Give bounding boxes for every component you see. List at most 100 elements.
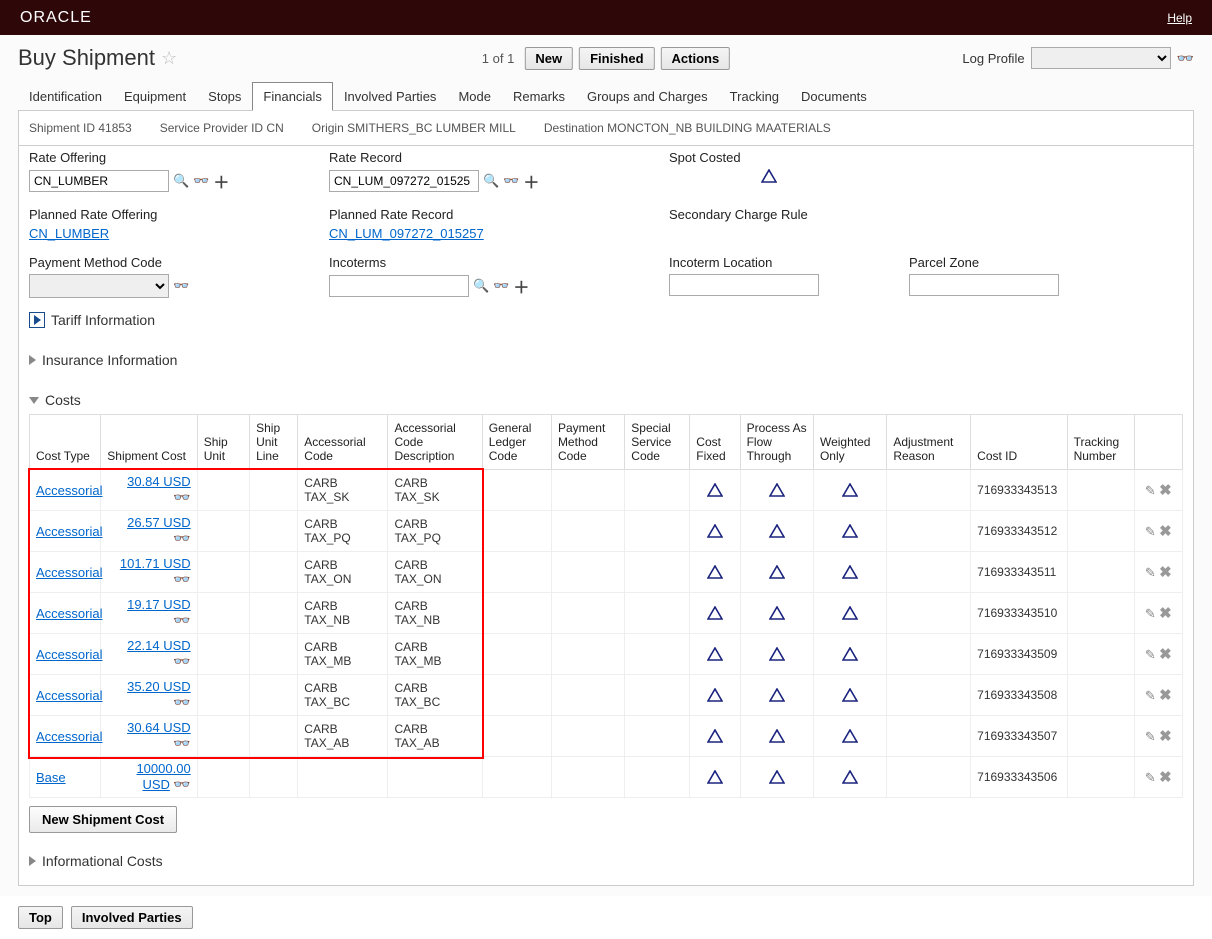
edit-icon[interactable]: ✎: [1145, 770, 1156, 785]
planned-rate-record-link[interactable]: CN_LUM_097272_015257: [329, 226, 629, 241]
weighted-only-cell: [813, 634, 886, 675]
col-header: General Ledger Code: [482, 415, 551, 470]
tab-identification[interactable]: Identification: [18, 82, 113, 111]
search-icon[interactable]: 🔍: [173, 173, 189, 189]
planned-rate-offering-link[interactable]: CN_LUMBER: [29, 226, 289, 241]
view-icon[interactable]: 👓: [173, 776, 190, 792]
shipment-cost-link[interactable]: 19.17 USD: [127, 597, 191, 612]
add-icon[interactable]: ＋: [513, 274, 529, 298]
brand-logo: ORACLE: [20, 9, 92, 27]
delete-icon[interactable]: ✖: [1159, 482, 1172, 499]
view-icon[interactable]: 👓: [493, 278, 509, 294]
special-service-cell: [625, 511, 690, 552]
shipment-cost-cell: 35.20 USD 👓: [101, 675, 197, 716]
search-icon[interactable]: 🔍: [483, 173, 499, 189]
top-button[interactable]: Top: [18, 906, 63, 929]
tracking-number-cell: [1067, 470, 1134, 511]
delete-icon[interactable]: ✖: [1159, 769, 1172, 786]
col-actions: [1134, 415, 1182, 470]
delete-icon[interactable]: ✖: [1159, 646, 1172, 663]
page-counter: 1 of 1: [482, 51, 515, 66]
delete-icon[interactable]: ✖: [1159, 605, 1172, 622]
delete-icon[interactable]: ✖: [1159, 523, 1172, 540]
edit-icon[interactable]: ✎: [1145, 688, 1156, 703]
shipment-cost-link[interactable]: 26.57 USD: [127, 515, 191, 530]
cost-type-link[interactable]: Accessorial: [36, 688, 102, 703]
edit-icon[interactable]: ✎: [1145, 565, 1156, 580]
shipment-cost-link[interactable]: 101.71 USD: [120, 556, 191, 571]
costs-section-toggle[interactable]: Costs: [29, 392, 1183, 408]
shipment-cost-link[interactable]: 30.64 USD: [127, 720, 191, 735]
actions-button[interactable]: Actions: [661, 47, 731, 70]
tariff-section-toggle[interactable]: Tariff Information: [29, 312, 1183, 328]
col-header: Accessorial Code: [298, 415, 388, 470]
cost-id-cell: 716933343508: [971, 675, 1067, 716]
cost-type-link[interactable]: Accessorial: [36, 524, 102, 539]
cost-type-link[interactable]: Accessorial: [36, 647, 102, 662]
tab-financials[interactable]: Financials: [252, 82, 333, 111]
payment-method-select[interactable]: [29, 274, 169, 298]
help-link[interactable]: Help: [1167, 11, 1192, 25]
tab-tracking[interactable]: Tracking: [719, 82, 790, 111]
cost-type-link[interactable]: Accessorial: [36, 729, 102, 744]
view-icon[interactable]: 👓: [1177, 50, 1194, 67]
view-icon[interactable]: 👓: [173, 653, 190, 669]
cost-type-link[interactable]: Accessorial: [36, 565, 102, 580]
tab-equipment[interactable]: Equipment: [113, 82, 197, 111]
tab-documents[interactable]: Documents: [790, 82, 878, 111]
view-icon[interactable]: 👓: [173, 571, 190, 587]
incoterms-input[interactable]: [329, 275, 469, 297]
search-icon[interactable]: 🔍: [473, 278, 489, 294]
ship-unit-line-cell: [250, 593, 298, 634]
edit-icon[interactable]: ✎: [1145, 606, 1156, 621]
delete-icon[interactable]: ✖: [1159, 687, 1172, 704]
shipment-cost-link[interactable]: 22.14 USD: [127, 638, 191, 653]
view-icon[interactable]: 👓: [503, 173, 519, 189]
cost-id-cell: 716933343512: [971, 511, 1067, 552]
view-icon[interactable]: 👓: [173, 278, 189, 294]
shipment-cost-link[interactable]: 30.84 USD: [127, 474, 191, 489]
view-icon[interactable]: 👓: [173, 612, 190, 628]
delete-icon[interactable]: ✖: [1159, 728, 1172, 745]
row-actions-cell: ✎ ✖: [1134, 470, 1182, 511]
add-icon[interactable]: ＋: [213, 169, 229, 193]
finished-button[interactable]: Finished: [579, 47, 654, 70]
tab-mode[interactable]: Mode: [447, 82, 502, 111]
rate-offering-input[interactable]: [29, 170, 169, 192]
view-icon[interactable]: 👓: [173, 694, 190, 710]
tab-stops[interactable]: Stops: [197, 82, 252, 111]
edit-icon[interactable]: ✎: [1145, 524, 1156, 539]
weighted-only-cell: [813, 716, 886, 757]
col-header: Ship Unit: [197, 415, 249, 470]
favorite-star-icon[interactable]: ☆: [161, 48, 177, 69]
cost-type-link[interactable]: Accessorial: [36, 606, 102, 621]
new-shipment-cost-button[interactable]: New Shipment Cost: [29, 806, 177, 833]
add-icon[interactable]: ＋: [523, 169, 539, 193]
log-profile-select[interactable]: [1031, 47, 1171, 69]
col-header: Payment Method Code: [551, 415, 624, 470]
view-icon[interactable]: 👓: [193, 173, 209, 189]
tab-groups-and-charges[interactable]: Groups and Charges: [576, 82, 719, 111]
view-icon[interactable]: 👓: [173, 489, 190, 505]
view-icon[interactable]: 👓: [173, 735, 190, 751]
incoterm-location-input[interactable]: [669, 274, 819, 296]
informational-section-toggle[interactable]: Informational Costs: [29, 853, 1183, 869]
rate-record-input[interactable]: [329, 170, 479, 192]
gl-code-cell: [482, 757, 551, 798]
cost-type-link[interactable]: Base: [36, 770, 66, 785]
new-button[interactable]: New: [524, 47, 573, 70]
tab-remarks[interactable]: Remarks: [502, 82, 576, 111]
edit-icon[interactable]: ✎: [1145, 647, 1156, 662]
delete-icon[interactable]: ✖: [1159, 564, 1172, 581]
tab-involved-parties[interactable]: Involved Parties: [333, 82, 448, 111]
shipment-id-label: Shipment ID 41853: [29, 121, 132, 135]
involved-parties-button[interactable]: Involved Parties: [71, 906, 193, 929]
insurance-section-toggle[interactable]: Insurance Information: [29, 352, 1183, 368]
parcel-zone-input[interactable]: [909, 274, 1059, 296]
edit-icon[interactable]: ✎: [1145, 729, 1156, 744]
shipment-cost-link[interactable]: 35.20 USD: [127, 679, 191, 694]
edit-icon[interactable]: ✎: [1145, 483, 1156, 498]
view-icon[interactable]: 👓: [173, 530, 190, 546]
gl-code-cell: [482, 634, 551, 675]
cost-type-link[interactable]: Accessorial: [36, 483, 102, 498]
